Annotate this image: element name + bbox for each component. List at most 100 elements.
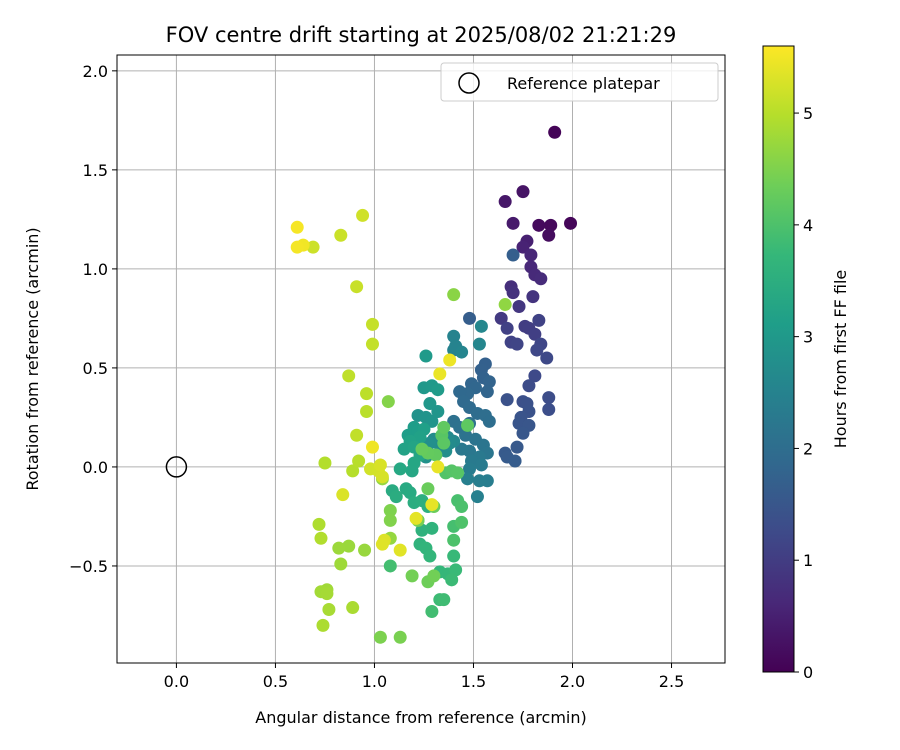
data-point — [564, 216, 578, 230]
data-point — [381, 395, 395, 409]
data-point — [314, 531, 328, 545]
data-point — [532, 218, 546, 232]
data-point — [360, 404, 374, 418]
data-point — [455, 442, 469, 456]
data-point — [375, 470, 389, 484]
data-point — [510, 440, 524, 454]
colorbar: 0 1 2 3 4 5 Hours from first FF file — [762, 45, 850, 682]
data-point — [365, 337, 379, 351]
data-point — [532, 313, 546, 327]
data-point — [423, 549, 437, 563]
data-point — [506, 248, 520, 262]
data-point — [427, 569, 441, 583]
data-point — [425, 498, 439, 512]
data-point — [506, 216, 520, 230]
data-point — [540, 351, 554, 365]
data-point — [431, 404, 445, 418]
data-point — [510, 337, 524, 351]
x-tick-label: 0.0 — [164, 672, 189, 691]
data-point — [346, 464, 360, 478]
data-point — [421, 482, 435, 496]
data-point — [393, 630, 407, 644]
data-point — [474, 458, 488, 472]
data-point — [445, 573, 459, 587]
axis-ticks: 0.0 0.5 1.0 1.5 2.0 2.5 −0.5 0.0 0.5 1.0 1.5 2.0 — [69, 62, 684, 691]
data-point — [459, 428, 473, 442]
y-tick-label: 0.0 — [83, 458, 108, 477]
data-point — [373, 630, 387, 644]
data-point — [498, 298, 512, 312]
data-point — [443, 353, 457, 367]
data-point — [431, 383, 445, 397]
data-point — [470, 490, 484, 504]
data-point — [512, 300, 526, 314]
data-point — [346, 601, 360, 615]
x-tick-label: 0.5 — [263, 672, 288, 691]
data-point — [383, 513, 397, 527]
data-point — [461, 418, 475, 432]
data-point — [419, 349, 433, 363]
x-tick-label: 2.0 — [560, 672, 585, 691]
data-point — [482, 414, 496, 428]
data-point — [542, 403, 556, 417]
data-point — [415, 523, 429, 537]
data-point — [383, 559, 397, 573]
reference-marker — [165, 456, 188, 478]
colorbar-frame — [762, 45, 795, 673]
colorbar-tick-label: 3 — [803, 328, 813, 347]
data-point — [480, 385, 494, 399]
data-point — [356, 208, 370, 222]
data-point — [397, 442, 411, 456]
y-tick-label: 2.0 — [83, 62, 108, 81]
data-point — [455, 515, 469, 529]
colorbar-tick-label: 0 — [803, 663, 813, 682]
x-axis-label: Angular distance from reference (arcmin) — [255, 708, 586, 727]
colorbar-gradient — [763, 46, 794, 672]
data-point — [472, 337, 486, 351]
data-point — [375, 537, 389, 551]
data-points — [290, 125, 578, 644]
data-point — [463, 311, 477, 325]
data-point — [482, 375, 496, 389]
data-point — [409, 511, 423, 525]
data-point — [524, 248, 538, 262]
data-point — [360, 387, 374, 401]
data-point — [318, 456, 332, 470]
data-point — [516, 185, 530, 199]
data-point — [425, 605, 439, 619]
data-point — [336, 488, 350, 502]
data-point — [290, 240, 304, 254]
data-point — [413, 430, 427, 444]
legend-entry-reference-platepar: Reference platepar — [507, 74, 660, 93]
data-point — [365, 317, 379, 331]
data-point — [350, 280, 364, 294]
legend: Reference platepar — [440, 62, 719, 102]
data-point — [383, 504, 397, 518]
x-tick-label: 1.0 — [362, 672, 387, 691]
data-point — [512, 416, 526, 430]
data-point — [542, 228, 556, 242]
data-point — [500, 393, 514, 407]
data-point — [516, 426, 530, 440]
data-point — [405, 464, 419, 478]
colorbar-ticks: 0 1 2 3 4 5 — [794, 104, 813, 682]
data-point — [403, 486, 417, 500]
data-point — [342, 369, 356, 383]
data-point — [352, 454, 366, 468]
data-point — [528, 369, 542, 383]
data-point — [342, 539, 356, 553]
data-point — [451, 466, 465, 480]
data-point — [431, 460, 445, 474]
data-point — [437, 593, 451, 607]
colorbar-tick-label: 5 — [803, 104, 813, 123]
x-tick-label: 1.5 — [461, 672, 486, 691]
data-point — [389, 490, 403, 504]
legend-box — [440, 62, 719, 102]
y-tick-label: 1.5 — [83, 161, 108, 180]
data-point — [498, 195, 512, 209]
data-point — [463, 462, 477, 476]
data-point — [437, 436, 451, 450]
data-point — [453, 385, 467, 399]
data-point — [530, 343, 544, 357]
data-point — [358, 543, 372, 557]
